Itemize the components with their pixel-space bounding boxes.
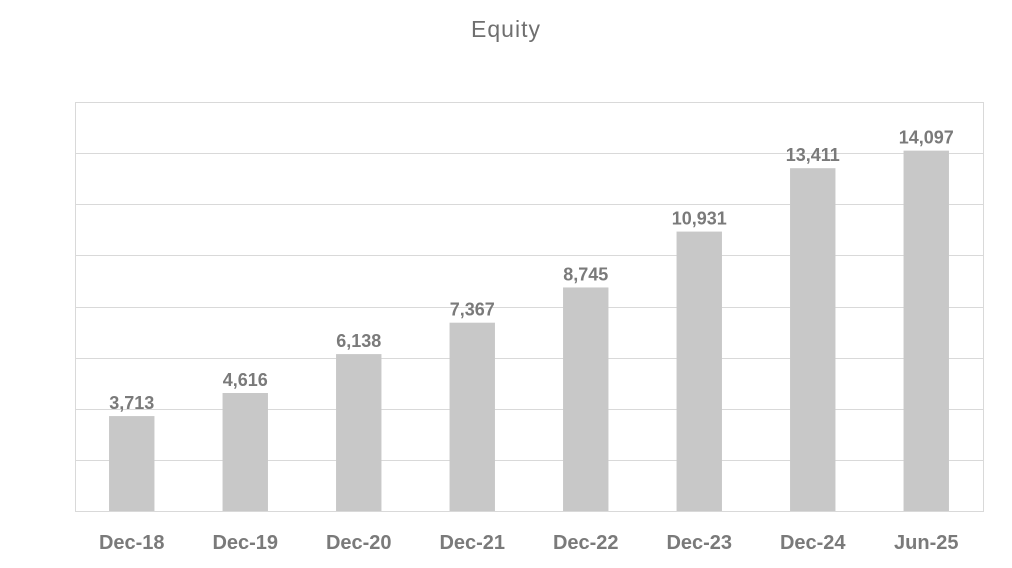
x-tick-label: Dec-21 <box>439 532 505 554</box>
bar-dec-22 <box>563 287 609 511</box>
value-label: 14,097 <box>899 128 954 148</box>
plot-area-border <box>75 102 984 512</box>
value-label: 4,616 <box>223 370 268 390</box>
x-tick-label: Dec-18 <box>99 532 165 554</box>
x-tick-label: Dec-22 <box>553 532 619 554</box>
bar-dec-24 <box>790 168 836 511</box>
x-tick-label: Dec-19 <box>212 532 278 554</box>
bar-jun-25 <box>903 150 949 511</box>
x-tick-label: Dec-24 <box>780 532 846 554</box>
bars <box>109 150 949 512</box>
value-label: 8,745 <box>563 264 608 284</box>
bar-dec-18 <box>109 416 155 511</box>
value-labels: 3,713 4,616 6,138 7,367 8,745 10,931 13,411 14,… <box>109 128 954 413</box>
x-axis-tick-labels: Dec-18 Dec-19 Dec-20 Dec-21 Dec-22 Dec-23 Dec-… <box>99 532 959 554</box>
x-tick-label: Jun-25 <box>894 532 958 554</box>
chart-title: Equity <box>471 16 541 42</box>
value-label: 13,411 <box>786 145 840 165</box>
bar-dec-21 <box>449 322 495 511</box>
bar-dec-20 <box>336 354 382 511</box>
bar-dec-23 <box>676 231 722 512</box>
value-label: 3,713 <box>109 393 154 413</box>
value-label: 6,138 <box>336 331 381 351</box>
value-label: 10,931 <box>672 209 727 229</box>
bar-dec-19 <box>222 393 268 511</box>
x-tick-label: Dec-23 <box>666 532 732 554</box>
x-tick-label: Dec-20 <box>326 532 392 554</box>
gridlines <box>75 153 983 461</box>
value-label: 7,367 <box>450 300 495 320</box>
